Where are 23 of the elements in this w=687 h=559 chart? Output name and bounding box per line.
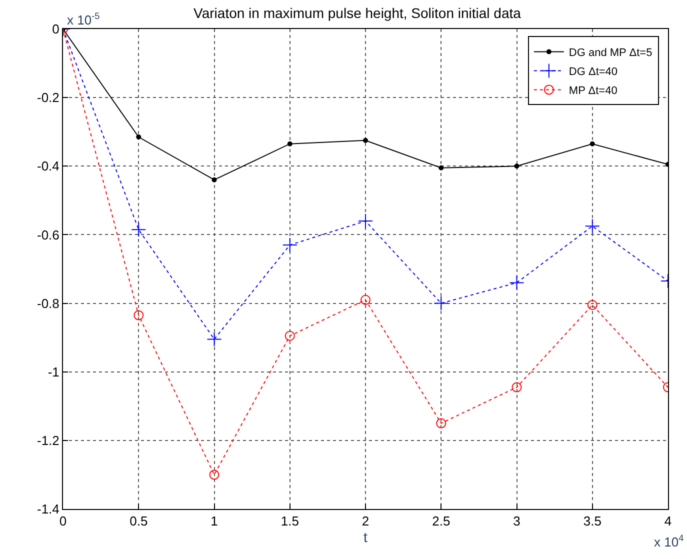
x-tick-label: 2.5	[432, 514, 450, 529]
y-tick-label: -0.6	[36, 227, 60, 242]
y-tick-label: -0.2	[36, 90, 60, 106]
legend-label: DG and MP Δt=5	[568, 46, 652, 59]
chart-title: Variaton in maximum pulse height, Soliton initial data	[194, 5, 522, 22]
text: x 10$^{-5}$	[67, 11, 100, 28]
y-tick-label: -1.2	[36, 432, 60, 448]
x-tick-label: 0.5	[130, 514, 148, 529]
legend-label: DG Δt=40	[568, 66, 618, 78]
y-tick-label: -0.8	[36, 296, 60, 311]
y-tick-label: 0	[52, 22, 60, 37]
x-tick-label: 1.5	[280, 514, 299, 529]
legend-label: MP Δt=40	[568, 84, 618, 97]
text: x 10$^{4}$	[654, 533, 684, 550]
y-tick-label: -1.4	[36, 502, 60, 517]
x-tick-label: 2	[362, 514, 370, 529]
x-tick-label: 4	[664, 514, 672, 529]
x-axis-title: t	[364, 528, 368, 545]
y-tick-label: -0.4	[36, 158, 60, 174]
x-tick-label: 3	[513, 514, 520, 529]
y-tick-label: -1	[48, 364, 60, 380]
x-tick-label: 1	[210, 514, 218, 529]
x-tick-label: 3.5	[583, 514, 602, 529]
